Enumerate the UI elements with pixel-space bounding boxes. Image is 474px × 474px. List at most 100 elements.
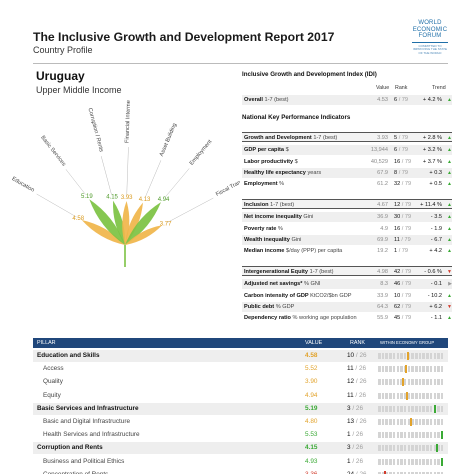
pillar-name: Education and Skills (37, 352, 100, 359)
pillar-value: 5.52 (305, 365, 318, 373)
kpi-value: 55.9 (377, 315, 388, 322)
trend-arrow-icon: ▲ (447, 292, 452, 299)
pillar-guide-line (164, 168, 190, 198)
kpi-rank: 30 / 79 (394, 214, 412, 221)
kpi-trend: + 0.3 (429, 169, 442, 176)
col-within-group: WITHIN ECONOMY GROUP (380, 340, 435, 345)
col-pillar: PILLAR (37, 340, 56, 346)
kpi-label: Employment % (244, 181, 285, 188)
pillar-name-label: Asset Building (159, 122, 178, 157)
pillar-table-header: PILLAR VALUE RANK WITHIN ECONOMY GROUP (33, 338, 448, 348)
pillar-guide-line (36, 193, 77, 218)
group-position-bar (378, 365, 444, 374)
header-divider (33, 63, 448, 64)
pillar-name: Concentration of Rents (43, 469, 108, 474)
pillar-guide-line (167, 197, 214, 223)
pillar-value-label: 4.15 (106, 195, 118, 201)
sub-pillar-row: Business and Political Ethics 4.93 1 / 26 (33, 456, 448, 468)
kpi-label: Dependency ratio % working age populatio… (244, 315, 357, 322)
pillar-leaf (81, 220, 125, 245)
group-position-marker (406, 391, 409, 400)
pillar-value-label: 5.19 (81, 194, 93, 200)
sub-pillar-row: Health Services and Infrastructure 5.53 1 … (33, 429, 448, 441)
pillar-name-label: Financial Intermediation (125, 100, 133, 143)
kpi-rank: 62 / 79 (394, 303, 412, 310)
kpi-row: Median income $/day (PPP) per capita 19.2… (242, 246, 452, 256)
kpi-value: 8.3 (380, 281, 388, 288)
trend-arrow-icon: ▲ (447, 315, 452, 322)
sub-pillar-row: Concentration of Rents 3.36 24 / 26 (33, 469, 448, 474)
kpi-value: 36.9 (377, 214, 388, 221)
pillar-value-label: 3.77 (160, 221, 172, 227)
pillar-value: 3.36 (305, 469, 317, 474)
trend-arrow-icon: ▼ (447, 269, 452, 275)
kpi-rank: 16 / 79 (394, 225, 412, 232)
pillar-rank: 3 / 26 (347, 404, 364, 412)
kpi-label: Carbon intensity of GDP KtCO2/$bn GDP (244, 292, 352, 299)
kpi-rank: 45 / 79 (394, 315, 412, 322)
pillar-name-label: Corruption / Rents (86, 107, 104, 153)
trend-arrow-icon: ▲ (447, 202, 452, 208)
kpi-value: 61.2 (377, 181, 388, 188)
group-position-marker (404, 365, 407, 374)
kpi-trend: + 0.5 (429, 181, 442, 188)
group-position-marker (406, 352, 409, 360)
kpi-value: 4.67 (377, 202, 388, 208)
trend-arrow-icon: ▲ (447, 97, 452, 103)
group-position-bar (378, 378, 444, 387)
country-name: Uruguay (36, 69, 85, 83)
group-position-marker (434, 404, 437, 413)
pillar-leaf (125, 202, 161, 245)
kpi-trend: - 0.1 (430, 281, 442, 288)
pillar-guide-line (126, 147, 129, 196)
kpi-label: Inclusion 1-7 (best) (244, 202, 295, 208)
kpi-value: 13,944 (370, 147, 388, 154)
col-pillar-value: VALUE (305, 340, 323, 346)
group-position-marker (384, 470, 387, 474)
kpi-value: 19.2 (377, 248, 388, 255)
trend-arrow-icon: ▲ (447, 135, 452, 141)
kpi-row: Inclusion 1-7 (best) 4.67 12 / 79 + 11.4 % ▲ (242, 199, 452, 209)
trend-arrow-icon: ▲ (447, 214, 452, 221)
pillar-leaf (125, 202, 143, 245)
kpi-rank: 32 / 79 (394, 181, 412, 188)
pillar-value-label: 4.58 (72, 216, 84, 222)
pillar-value-label: 3.93 (121, 195, 133, 201)
pillar-rank: 12 / 26 (347, 378, 367, 386)
logo-line-1: WORLD (418, 20, 442, 26)
pillar-name: Quality (43, 378, 63, 386)
kpi-row: Employment % 61.2 32 / 79 + 0.5 ▲ (242, 179, 452, 189)
wef-logo: WORLD ECONOMIC FORUM COMMITTED TO IMPROV… (412, 20, 448, 55)
kpi-rank: 6 / 79 (394, 97, 409, 103)
pillar-leaf (125, 225, 163, 245)
pillar-rank: 24 / 26 (347, 469, 367, 474)
group-position-bar (378, 431, 444, 440)
pillar-value: 5.19 (305, 404, 318, 412)
pillar-leaf (113, 200, 126, 245)
kpi-label: Public debt % GDP (244, 303, 295, 310)
kpi-trend: + 3.2 % (422, 147, 442, 154)
kpi-label: Median income $/day (PPP) per capita (244, 248, 343, 255)
kpi-trend: - 6.7 (430, 236, 442, 243)
kpi-trend: + 4.2 (429, 248, 442, 255)
pillar-name: Access (43, 365, 64, 373)
kpi-trend: - 1.9 (430, 225, 442, 232)
pillar-name-label: Employment (189, 139, 214, 167)
kpi-trend: + 6.2 (429, 303, 442, 310)
group-position-marker (402, 378, 405, 387)
trend-arrow-icon: ▲ (447, 181, 452, 188)
pillar-name-label: Fiscal Transfers (215, 174, 240, 198)
trend-arrow-icon: ▲ (447, 169, 452, 176)
pillar-name: Health Services and Infrastructure (43, 431, 140, 439)
kpi-value: 4.98 (377, 269, 388, 275)
kpi-rank: 8 / 79 (394, 169, 409, 176)
kpi-trend: + 11.4 % (420, 202, 442, 208)
kpi-row: GDP per capita $ 13,944 6 / 79 + 3.2 % ▲ (242, 145, 452, 156)
trend-arrow-icon: ▲ (447, 236, 452, 243)
pillar-value-label: 4.13 (139, 197, 151, 203)
kpi-trend: - 0.6 % (424, 269, 442, 275)
kpi-trend: + 4.2 % (422, 97, 442, 103)
pillar-value: 4.93 (305, 457, 318, 465)
kpi-label: Poverty rate % (244, 225, 283, 232)
pillar-rank: 10 / 26 (347, 352, 367, 359)
